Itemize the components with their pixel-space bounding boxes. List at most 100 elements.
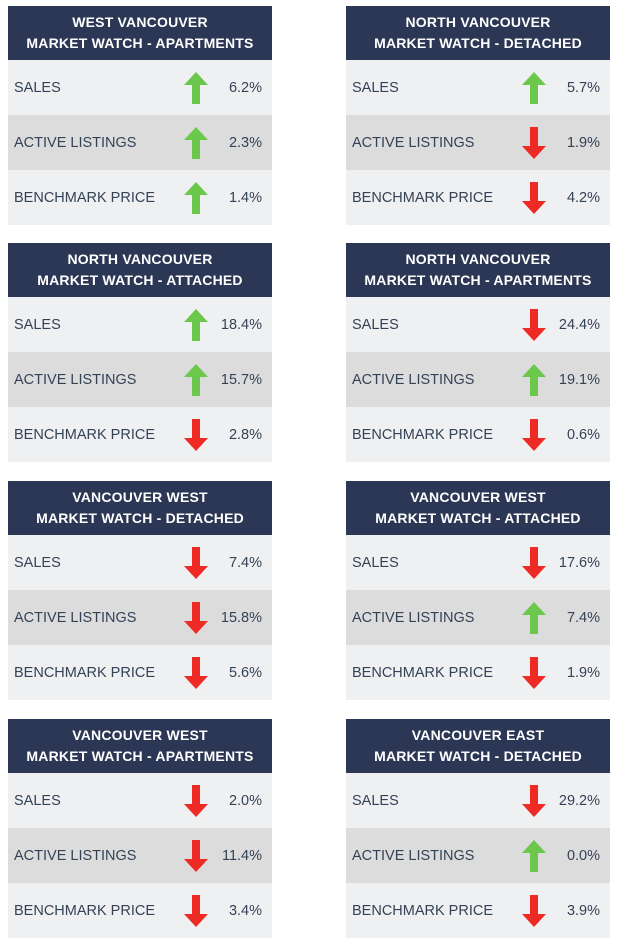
arrow-up-icon [184, 309, 208, 341]
metric-label: BENCHMARK PRICE [14, 664, 155, 681]
metric-value: 3.4% [228, 902, 262, 919]
arrow-up-icon [184, 72, 208, 104]
metric-value: 4.2% [566, 189, 600, 206]
metric-value: 0.6% [566, 426, 600, 443]
arrow-down-icon [522, 419, 546, 451]
metric-value: 1.9% [566, 134, 600, 151]
metric-value: 6.2% [228, 79, 262, 96]
metric-value: 1.9% [566, 664, 600, 681]
arrow-up-icon [184, 127, 208, 159]
card-header: VANCOUVER EAST MARKET WATCH - DETACHED [346, 719, 610, 773]
card-title-segment: MARKET WATCH - DETACHED [374, 35, 582, 51]
metric-label: SALES [352, 792, 399, 809]
arrow-down-icon [184, 602, 208, 634]
metric-label: ACTIVE LISTINGS [352, 609, 475, 626]
arrow-down-icon [522, 547, 546, 579]
market-watch-card: VANCOUVER EAST MARKET WATCH - DETACHED SAL… [346, 719, 610, 938]
metric-row: BENCHMARK PRICE 1.9% [346, 645, 610, 700]
arrow-down-icon [522, 895, 546, 927]
metric-row: ACTIVE LISTINGS 0.0% [346, 828, 610, 883]
metric-value: 5.7% [566, 79, 600, 96]
arrow-up-icon [522, 364, 546, 396]
arrow-up-icon [522, 72, 546, 104]
arrow-up-icon [184, 364, 208, 396]
card-title-segment: MARKET WATCH - ATTACHED [375, 510, 581, 526]
arrow-down-icon [184, 547, 208, 579]
market-watch-card: NORTH VANCOUVER MARKET WATCH - ATTACHED SA… [8, 243, 272, 462]
arrow-down-icon [522, 127, 546, 159]
card-header: NORTH VANCOUVER MARKET WATCH - APARTMENTS [346, 243, 610, 297]
market-watch-card: VANCOUVER WEST MARKET WATCH - APARTMENTS S… [8, 719, 272, 938]
market-watch-card: NORTH VANCOUVER MARKET WATCH - APARTMENTS… [346, 243, 610, 462]
metric-value: 2.0% [228, 792, 262, 809]
card-title-area: VANCOUVER WEST [410, 489, 546, 505]
card-title-area: NORTH VANCOUVER [405, 14, 551, 30]
metric-row: SALES 29.2% [346, 773, 610, 828]
metric-label: SALES [14, 316, 61, 333]
metric-row: ACTIVE LISTINGS 2.3% [8, 115, 272, 170]
metric-row: SALES 7.4% [8, 535, 272, 590]
arrow-down-icon [522, 785, 546, 817]
market-watch-card: VANCOUVER WEST MARKET WATCH - DETACHED SAL… [8, 481, 272, 700]
card-header: VANCOUVER WEST MARKET WATCH - DETACHED [8, 481, 272, 535]
metric-label: ACTIVE LISTINGS [352, 847, 475, 864]
card-title-segment: MARKET WATCH - DETACHED [374, 748, 582, 764]
metric-label: ACTIVE LISTINGS [14, 134, 137, 151]
metric-label: BENCHMARK PRICE [352, 902, 493, 919]
metric-row: ACTIVE LISTINGS 19.1% [346, 352, 610, 407]
arrow-up-icon [522, 840, 546, 872]
arrow-up-icon [522, 602, 546, 634]
card-header: WEST VANCOUVER MARKET WATCH - APARTMENTS [8, 6, 272, 60]
metric-row: SALES 17.6% [346, 535, 610, 590]
card-title-area: WEST VANCOUVER [72, 14, 208, 30]
card-title-area: VANCOUVER WEST [72, 489, 208, 505]
metric-row: SALES 24.4% [346, 297, 610, 352]
metric-value: 7.4% [228, 554, 262, 571]
metric-value: 2.8% [228, 426, 262, 443]
metric-label: ACTIVE LISTINGS [14, 847, 137, 864]
metric-value: 15.8% [220, 609, 262, 626]
metric-row: BENCHMARK PRICE 4.2% [346, 170, 610, 225]
card-title-area: VANCOUVER EAST [411, 727, 545, 743]
card-title-area: NORTH VANCOUVER [405, 251, 551, 267]
metric-value: 17.6% [558, 554, 600, 571]
metric-value: 11.4% [221, 847, 262, 864]
metric-row: BENCHMARK PRICE 3.4% [8, 883, 272, 938]
metric-label: SALES [14, 79, 61, 96]
card-header: NORTH VANCOUVER MARKET WATCH - DETACHED [346, 6, 610, 60]
card-title-area: VANCOUVER WEST [72, 727, 208, 743]
card-header: VANCOUVER WEST MARKET WATCH - APARTMENTS [8, 719, 272, 773]
metric-label: BENCHMARK PRICE [14, 426, 155, 443]
metric-label: ACTIVE LISTINGS [352, 371, 475, 388]
metric-row: ACTIVE LISTINGS 7.4% [346, 590, 610, 645]
metric-label: ACTIVE LISTINGS [14, 371, 137, 388]
market-watch-card: WEST VANCOUVER MARKET WATCH - APARTMENTS S… [8, 6, 272, 225]
metric-label: ACTIVE LISTINGS [14, 609, 137, 626]
metric-label: BENCHMARK PRICE [352, 189, 493, 206]
metric-row: ACTIVE LISTINGS 11.4% [8, 828, 272, 883]
metric-label: ACTIVE LISTINGS [352, 134, 475, 151]
metric-label: BENCHMARK PRICE [14, 189, 155, 206]
metric-value: 7.4% [566, 609, 600, 626]
metric-value: 5.6% [228, 664, 262, 681]
metric-row: ACTIVE LISTINGS 1.9% [346, 115, 610, 170]
card-title-area: NORTH VANCOUVER [67, 251, 213, 267]
arrow-down-icon [184, 785, 208, 817]
metric-row: BENCHMARK PRICE 3.9% [346, 883, 610, 938]
metric-row: BENCHMARK PRICE 5.6% [8, 645, 272, 700]
metric-row: SALES 6.2% [8, 60, 272, 115]
metric-value: 1.4% [228, 189, 262, 206]
metric-row: SALES 18.4% [8, 297, 272, 352]
arrow-down-icon [522, 657, 546, 689]
metric-value: 0.0% [566, 847, 600, 864]
metric-label: BENCHMARK PRICE [14, 902, 155, 919]
market-watch-card: VANCOUVER WEST MARKET WATCH - ATTACHED SAL… [346, 481, 610, 700]
arrow-down-icon [522, 182, 546, 214]
metric-label: SALES [352, 79, 399, 96]
metric-label: SALES [14, 554, 61, 571]
metric-value: 15.7% [220, 371, 262, 388]
metric-row: SALES 2.0% [8, 773, 272, 828]
metric-row: BENCHMARK PRICE 2.8% [8, 407, 272, 462]
metric-value: 2.3% [228, 134, 262, 151]
metric-value: 24.4% [558, 316, 600, 333]
